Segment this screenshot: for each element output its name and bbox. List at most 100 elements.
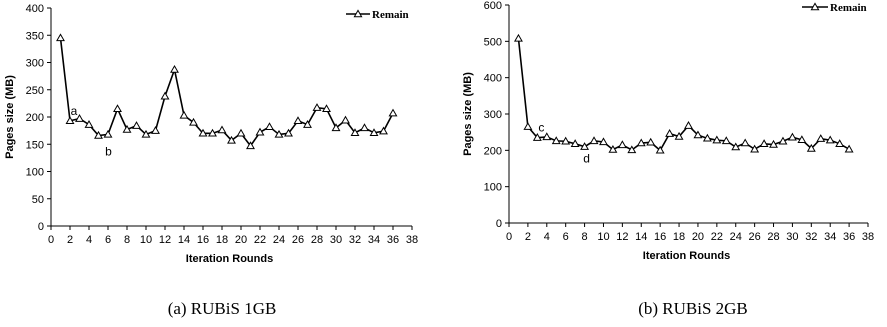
data-point-marker [342,117,349,123]
x-tick-label: 10 [140,234,152,246]
x-tick-label: 38 [406,234,418,246]
series-line-remain [61,38,394,146]
y-axis-title: Pages size (MB) [4,75,16,159]
x-tick-label: 0 [506,231,512,243]
data-point-marker [133,122,140,128]
y-tick-label: 250 [26,85,44,97]
data-point-marker [524,123,531,129]
data-point-marker [152,127,159,133]
x-tick-label: 4 [544,231,550,243]
point-annotation: b [105,145,112,159]
x-tick-label: 8 [124,234,130,246]
data-point-marker [161,93,168,99]
y-tick-label: 600 [484,0,502,12]
y-tick-label: 200 [484,145,502,157]
x-tick-label: 14 [178,234,190,246]
legend: Remain [802,2,867,14]
data-point-marker [294,117,301,123]
x-tick-label: 0 [48,234,54,246]
x-tick-label: 16 [197,234,209,246]
y-tick-label: 400 [26,3,44,15]
data-point-marker [361,124,368,130]
chart-caption: (b) RUBiS 2GB [638,299,748,318]
data-point-marker [218,126,225,132]
legend-label: Remain [372,9,409,21]
data-point-marker [389,110,396,116]
x-tick-label: 6 [105,234,111,246]
data-point-marker [789,134,796,140]
x-tick-label: 2 [67,234,73,246]
y-tick-label: 50 [32,194,44,206]
y-tick-label: 100 [26,167,44,179]
data-point-marker [171,66,178,72]
y-tick-label: 0 [496,218,502,230]
data-point-marker [619,141,626,147]
data-point-marker [266,123,273,129]
data-point-marker [846,146,853,152]
x-tick-label: 10 [597,231,609,243]
x-tick-label: 4 [86,234,92,246]
x-tick-label: 18 [216,234,228,246]
x-tick-label: 20 [692,231,704,243]
y-tick-label: 400 [484,73,502,85]
y-tick-label: 150 [26,139,44,151]
x-tick-label: 36 [387,234,399,246]
legend: Remain [346,9,409,21]
x-tick-label: 30 [330,234,342,246]
x-axis-title: Iteration Rounds [643,250,730,262]
data-point-marker [751,146,758,152]
chart-caption: (a) RUBiS 1GB [168,299,277,318]
data-point-marker [685,122,692,128]
x-tick-label: 18 [673,231,685,243]
legend-label: Remain [830,2,867,14]
point-annotation: a [71,104,78,118]
y-tick-label: 100 [484,182,502,194]
x-tick-label: 32 [805,231,817,243]
x-tick-label: 28 [311,234,323,246]
data-point-marker [666,130,673,136]
data-point-marker [180,112,187,118]
x-axis-title: Iteration Rounds [186,253,273,265]
x-tick-label: 22 [711,231,723,243]
x-tick-label: 30 [786,231,798,243]
y-tick-label: 0 [38,221,44,233]
x-tick-label: 24 [273,234,285,246]
data-point-marker [380,128,387,134]
x-tick-label: 16 [654,231,666,243]
data-point-marker [237,130,244,136]
x-tick-label: 26 [292,234,304,246]
x-tick-label: 12 [159,234,171,246]
x-tick-label: 6 [563,231,569,243]
x-tick-label: 8 [582,231,588,243]
x-tick-label: 28 [767,231,779,243]
x-tick-label: 34 [368,234,380,246]
series-line-remain [518,38,849,150]
x-tick-label: 12 [616,231,628,243]
data-point-marker [57,34,64,40]
data-point-marker [742,139,749,145]
x-tick-label: 2 [525,231,531,243]
x-tick-label: 14 [635,231,647,243]
y-axis-title: Pages size (MB) [462,72,474,156]
x-tick-label: 36 [843,231,855,243]
data-point-marker [817,135,824,141]
y-tick-label: 300 [484,109,502,121]
y-tick-label: 350 [26,30,44,42]
data-point-marker [256,129,263,135]
y-tick-label: 300 [26,58,44,70]
x-tick-label: 32 [349,234,361,246]
data-point-marker [515,35,522,41]
point-annotation: c [538,121,544,135]
data-point-marker [114,105,121,111]
point-annotation: d [583,152,590,166]
y-tick-label: 200 [26,112,44,124]
x-tick-label: 24 [730,231,742,243]
y-tick-label: 500 [484,36,502,48]
x-tick-label: 34 [824,231,836,243]
data-point-marker [85,121,92,127]
x-tick-label: 38 [862,231,874,243]
x-tick-label: 20 [235,234,247,246]
